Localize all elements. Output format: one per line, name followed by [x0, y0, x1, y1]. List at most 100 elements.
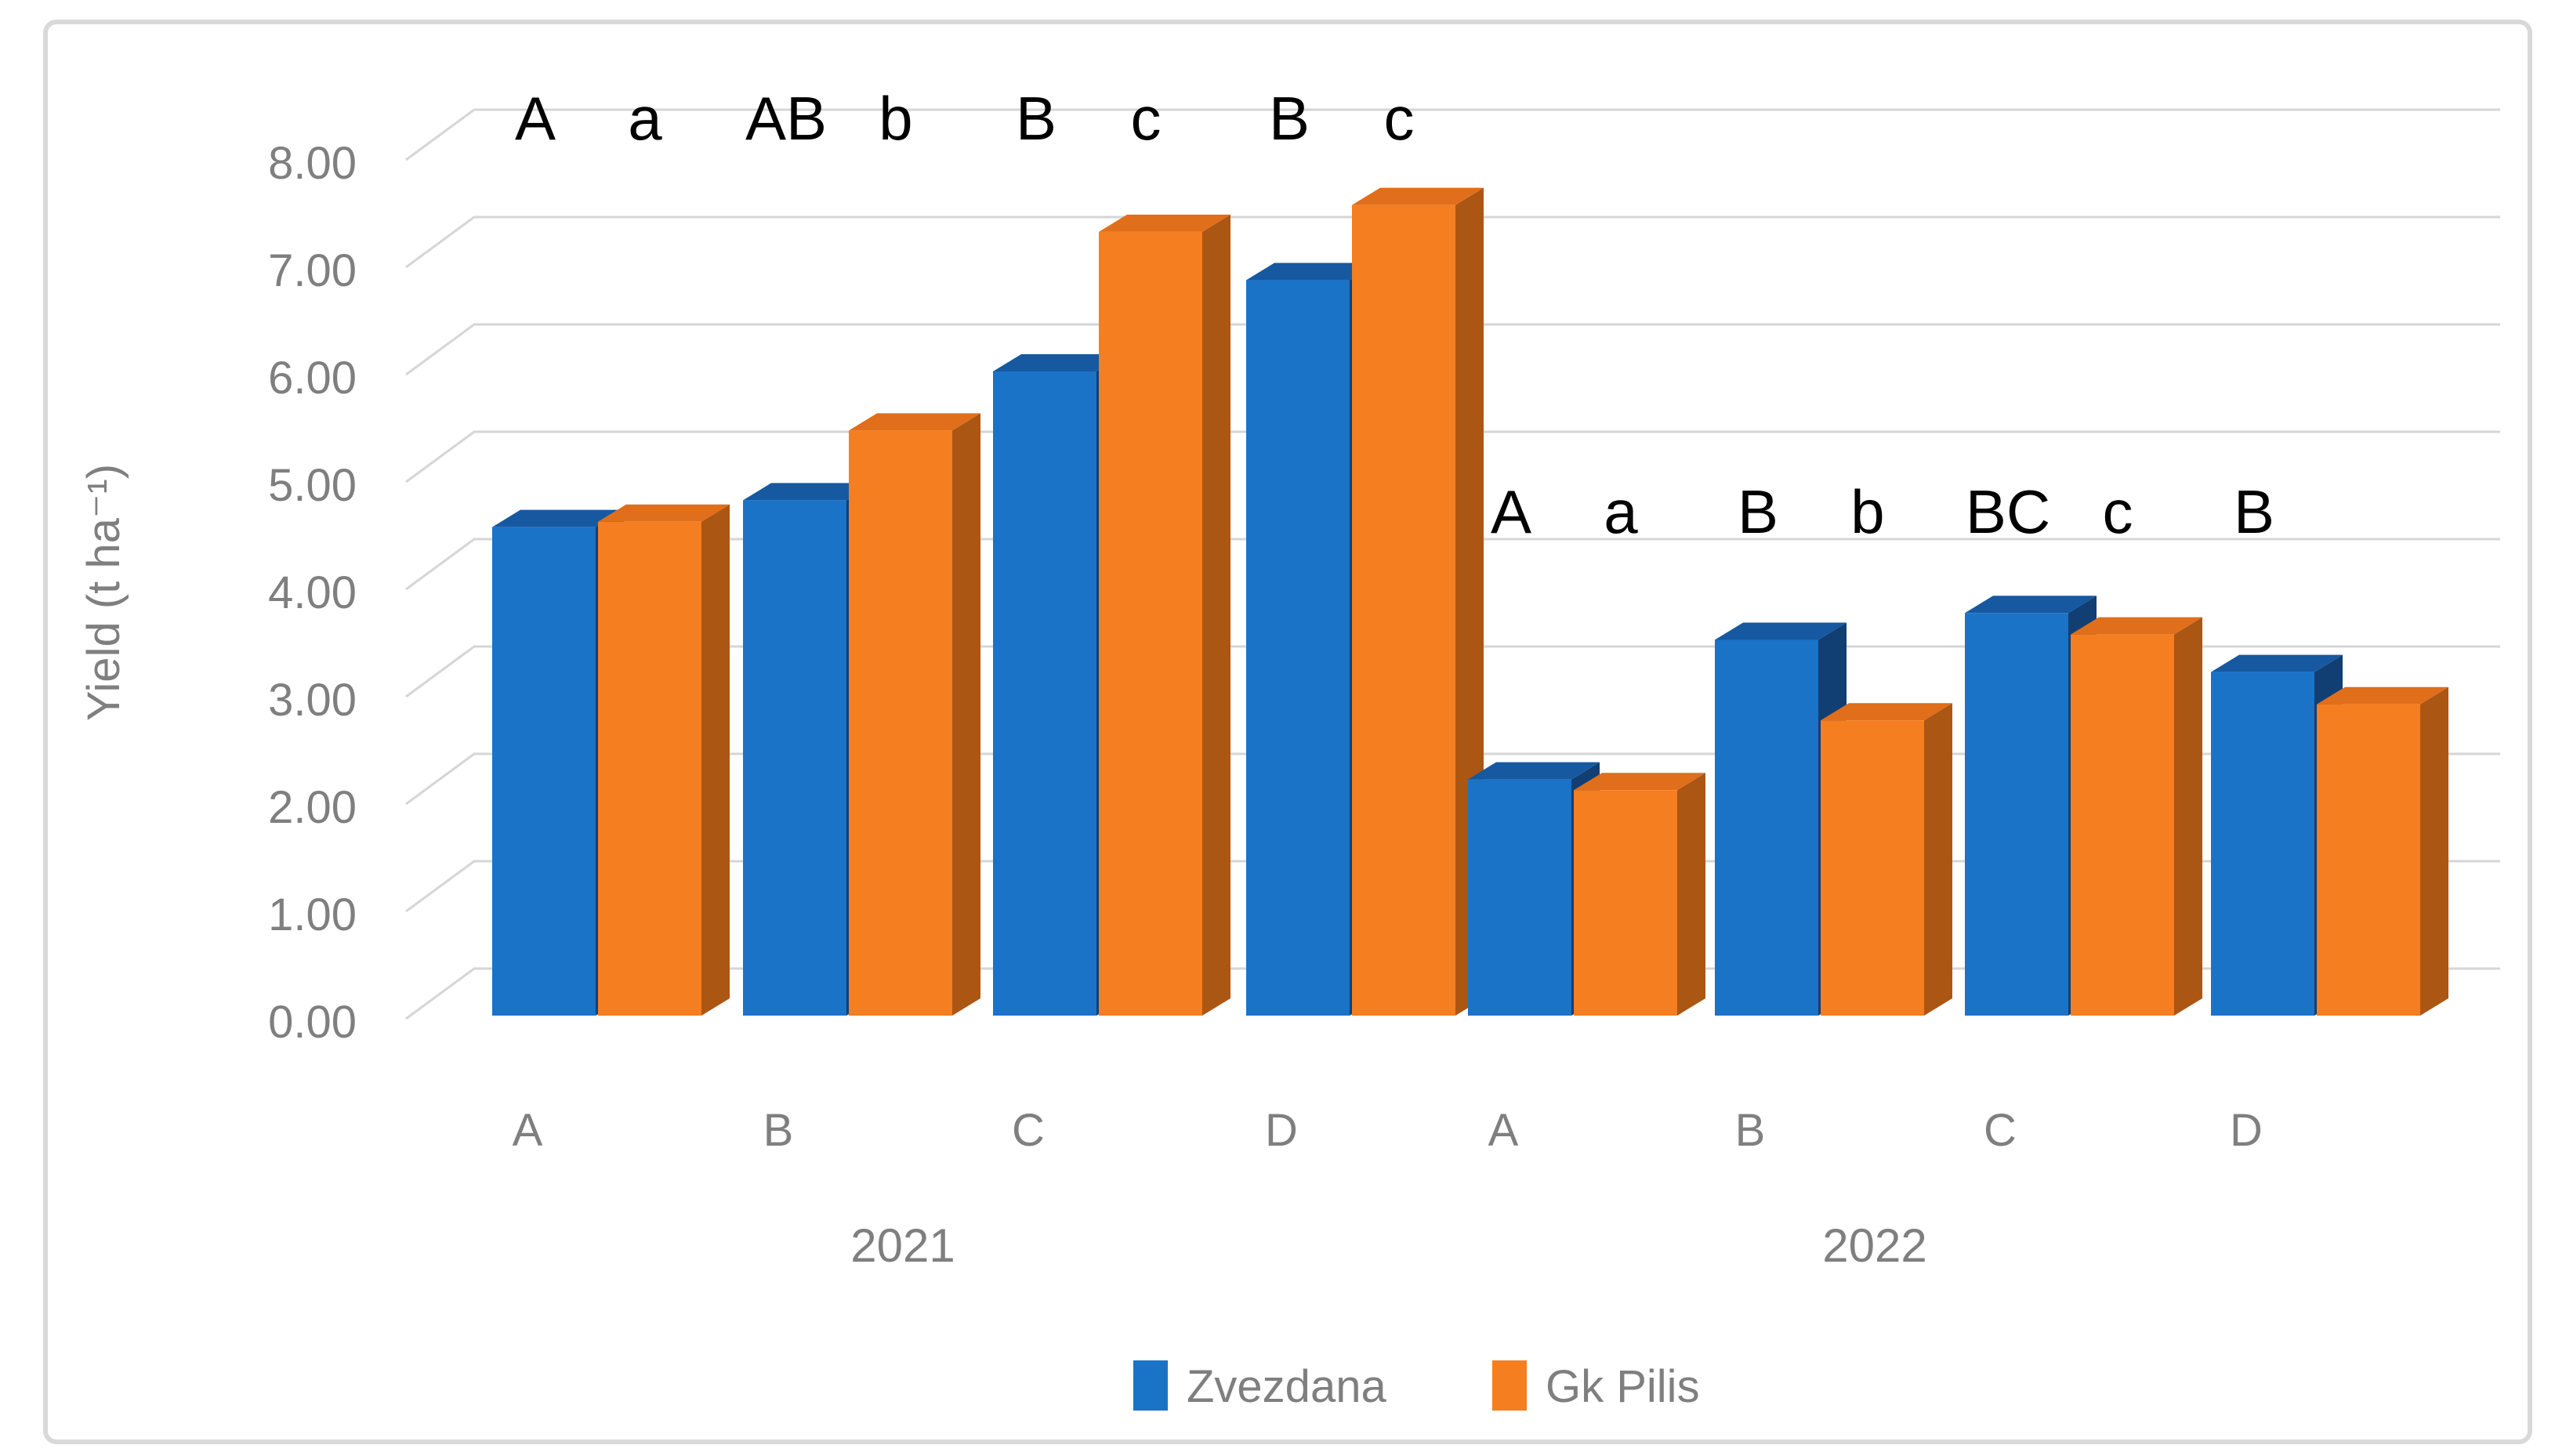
- bar-front-face: [2317, 704, 2420, 1016]
- legend: Zvezdana Gk Pilis: [1133, 1360, 1700, 1412]
- bar-gk-pilis-2021-C: [1099, 214, 1230, 1016]
- significance-lower-label: b: [1850, 477, 1884, 546]
- bar-front-face: [1099, 231, 1202, 1016]
- y-tick-label: 6.00: [268, 353, 357, 404]
- x-category-label: C: [1012, 1105, 1045, 1156]
- gridline: [405, 538, 2500, 591]
- bar-top-face: [492, 509, 624, 527]
- bar-side-face: [2420, 686, 2448, 1016]
- significance-upper-label: B: [2234, 477, 2274, 546]
- bar-front-face: [743, 500, 846, 1016]
- bar-front-face: [993, 371, 1096, 1016]
- bar-top-face: [1574, 773, 1705, 791]
- y-tick-label: 4.00: [268, 567, 357, 618]
- bar-gk-pilis-2022-D: [2317, 686, 2448, 1016]
- bar-side-face: [2174, 617, 2202, 1016]
- bar-front-face: [1574, 790, 1677, 1016]
- x-category-label: A: [513, 1105, 543, 1156]
- bar-side-face: [1924, 703, 1952, 1016]
- bar-gk-pilis-2021-D: [1352, 187, 1484, 1016]
- bar-side-face: [1202, 214, 1230, 1016]
- bar-top-face: [1352, 187, 1484, 205]
- gridlines: [405, 108, 2500, 1020]
- bar-top-face: [743, 483, 875, 501]
- bar-top-face: [849, 413, 980, 431]
- significance-lower-label: c: [1131, 84, 1162, 153]
- x-category-label: B: [763, 1105, 794, 1156]
- bar-front-face: [2211, 672, 2314, 1016]
- bar-front-face: [1246, 280, 1350, 1016]
- significance-upper-label: B: [1738, 477, 1778, 546]
- bar-top-face: [2211, 654, 2343, 672]
- gridline: [405, 108, 2500, 161]
- bar-top-face: [993, 354, 1125, 371]
- legend-label-gkpilis: Gk Pilis: [1546, 1361, 1700, 1412]
- legend-label-zvezdana: Zvezdana: [1187, 1361, 1386, 1412]
- bar-front-face: [1965, 613, 2068, 1016]
- y-tick-label: 1.00: [268, 889, 357, 940]
- significance-upper-label: BC: [1966, 477, 2050, 546]
- bar-front-face: [2071, 634, 2174, 1016]
- x-category-label: C: [1984, 1105, 2017, 1156]
- bar-top-face: [1965, 596, 2097, 614]
- bar-front-face: [492, 527, 596, 1016]
- bar-series: [492, 187, 2448, 1016]
- year-label-2022: 2022: [1822, 1219, 1926, 1272]
- bar-top-face: [2317, 686, 2448, 704]
- bar-gk-pilis-2022-A: [1574, 773, 1705, 1016]
- x-category-label: A: [1488, 1105, 1519, 1156]
- bar-top-face: [598, 504, 730, 522]
- bar-gk-pilis-2022-C: [2071, 617, 2202, 1016]
- x-category-label: B: [1735, 1105, 1766, 1156]
- y-tick-label: 2.00: [268, 782, 357, 833]
- bar-front-face: [1352, 205, 1455, 1016]
- y-tick-label: 0.00: [268, 997, 357, 1048]
- y-tick-label: 7.00: [268, 245, 357, 296]
- bar-gk-pilis-2021-B: [849, 413, 980, 1016]
- bar-top-face: [2071, 617, 2202, 635]
- gridline: [405, 216, 2500, 269]
- y-tick-label: 3.00: [268, 675, 357, 726]
- bar-side-face: [952, 413, 980, 1016]
- bar-top-face: [1715, 622, 1847, 640]
- bar-side-face: [1677, 773, 1705, 1016]
- x-axis-year-labels: 2021 2022: [850, 1219, 1926, 1272]
- legend-swatch-zvezdana: [1133, 1360, 1168, 1411]
- significance-upper-label: B: [1016, 84, 1056, 153]
- y-axis-tick-labels: 0.00 1.00 2.00 3.00 4.00 5.00 6.00 7.00 8.00: [268, 138, 357, 1048]
- significance-upper-label: AB: [745, 84, 827, 153]
- significance-lower-label: a: [628, 84, 662, 153]
- significance-upper-label: B: [1269, 84, 1310, 153]
- year-label-2021: 2021: [850, 1219, 955, 1272]
- bar-front-face: [598, 521, 701, 1016]
- bar-front-face: [1468, 779, 1571, 1016]
- x-category-label: D: [2230, 1105, 2263, 1156]
- significance-lower-label: a: [1604, 477, 1638, 546]
- significance-lower-label: b: [879, 84, 912, 153]
- bar-side-face: [701, 504, 730, 1016]
- y-tick-label: 8.00: [268, 138, 357, 189]
- significance-lower-label: c: [1384, 84, 1415, 153]
- y-axis-title: Yield (t ha⁻¹): [78, 464, 129, 721]
- bar-front-face: [1821, 720, 1924, 1016]
- significance-upper-label: A: [1491, 477, 1531, 546]
- bar-top-face: [1099, 214, 1230, 232]
- bar-top-face: [1821, 703, 1952, 721]
- y-tick-label: 5.00: [268, 460, 357, 511]
- bar-top-face: [1246, 263, 1378, 281]
- x-category-label: D: [1265, 1105, 1298, 1156]
- bar-front-face: [1715, 639, 1818, 1016]
- significance-upper-label: A: [515, 84, 556, 153]
- bar-top-face: [1468, 762, 1600, 780]
- bar-front-face: [849, 430, 952, 1016]
- significance-lower-label: c: [2103, 477, 2133, 546]
- gridline: [405, 323, 2500, 376]
- gridline: [405, 430, 2500, 484]
- bar-gk-pilis-2022-B: [1821, 703, 1952, 1016]
- legend-swatch-gkpilis: [1492, 1360, 1527, 1411]
- bar-gk-pilis-2021-A: [598, 504, 730, 1016]
